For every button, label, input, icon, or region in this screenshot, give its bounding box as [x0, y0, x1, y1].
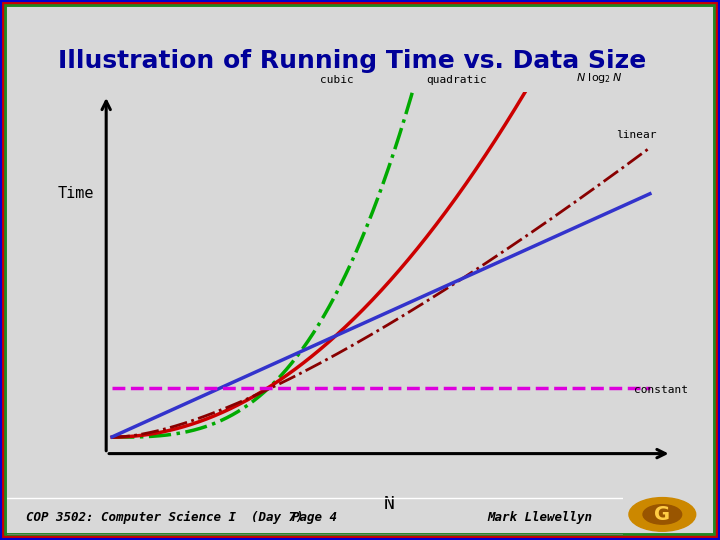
Text: linear: linear [616, 130, 657, 140]
Text: G: G [654, 505, 670, 524]
Text: Page 4: Page 4 [292, 511, 338, 524]
Text: Illustration of Running Time vs. Data Size: Illustration of Running Time vs. Data Si… [58, 49, 646, 72]
Circle shape [629, 497, 696, 531]
Text: Mark Llewellyn: Mark Llewellyn [487, 511, 593, 524]
Text: COP 3502: Computer Science I  (Day 7): COP 3502: Computer Science I (Day 7) [26, 511, 303, 524]
Text: $N\ \log_2 N$: $N\ \log_2 N$ [576, 71, 622, 85]
Text: constant: constant [634, 385, 688, 395]
Text: Time: Time [58, 186, 94, 200]
Text: N: N [383, 495, 395, 513]
Circle shape [643, 505, 682, 524]
Text: quadratic: quadratic [426, 75, 487, 85]
Text: cubic: cubic [320, 75, 354, 85]
